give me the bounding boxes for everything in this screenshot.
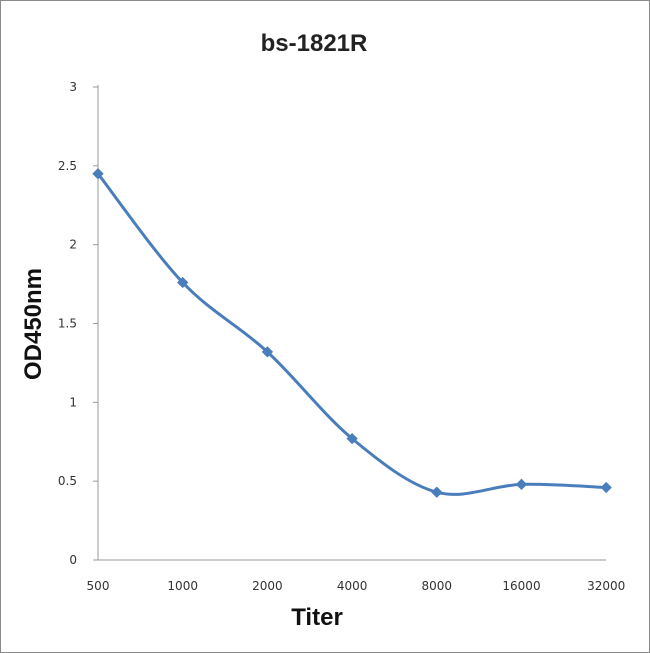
data-point xyxy=(431,486,443,498)
x-ticks: 500 1000 2000 4000 8000 16000 32000 xyxy=(87,579,626,593)
x-tick-label: 1000 xyxy=(167,579,198,593)
series-line xyxy=(96,172,608,496)
y-ticks: 0 0.5 1 1.5 2 2.5 3 xyxy=(58,80,98,567)
data-point xyxy=(177,276,189,289)
chart-title: bs-1821R xyxy=(261,30,368,57)
x-tick-label: 16000 xyxy=(502,579,540,593)
y-tick-label: 1 xyxy=(69,395,77,409)
x-axis-title: Titer xyxy=(291,604,343,631)
y-tick-label: 2.5 xyxy=(58,159,77,173)
x-tick-label: 32000 xyxy=(587,579,625,593)
y-tick-label: 0 xyxy=(69,553,77,567)
y-tick-label: 1.5 xyxy=(58,317,77,331)
data-point xyxy=(600,481,612,494)
y-axis-title: OD450nm xyxy=(20,268,47,380)
x-tick-label: 500 xyxy=(87,579,110,593)
data-point xyxy=(346,432,358,445)
data-point xyxy=(261,346,274,358)
y-tick-label: 0.5 xyxy=(58,474,77,488)
y-tick-label: 2 xyxy=(69,238,77,252)
series-points xyxy=(92,168,612,498)
x-tick-label: 2000 xyxy=(252,579,283,593)
y-tick-label: 3 xyxy=(69,80,77,94)
x-tick-label: 8000 xyxy=(422,579,453,593)
x-tick-label: 4000 xyxy=(337,579,368,593)
data-point xyxy=(515,478,528,490)
